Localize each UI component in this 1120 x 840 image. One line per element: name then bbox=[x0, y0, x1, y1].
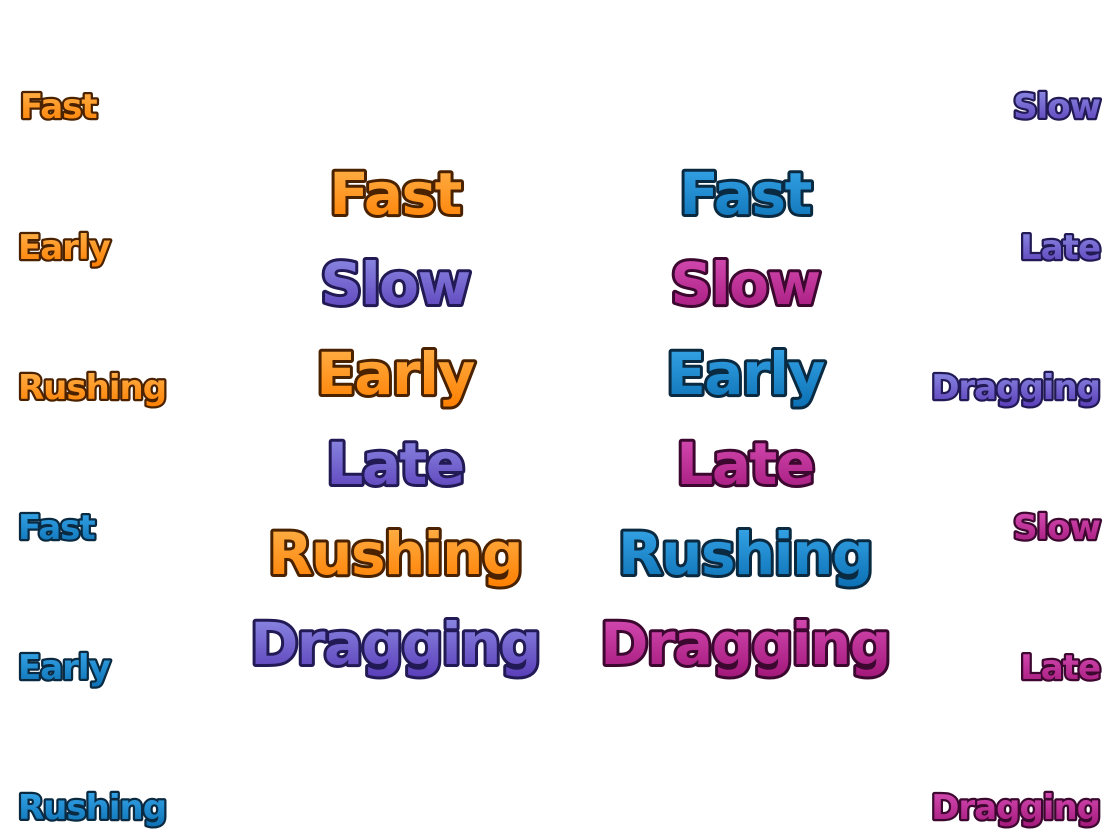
label-text: Fast bbox=[20, 87, 97, 127]
center-left-label-2: Slow bbox=[317, 247, 474, 321]
label-text: Dragging bbox=[931, 788, 1100, 828]
center-left-label-5: Rushing bbox=[265, 517, 526, 591]
right-label-5: Late bbox=[1018, 646, 1103, 691]
label-text: Late bbox=[1020, 228, 1100, 268]
label-text: Early bbox=[18, 228, 111, 268]
left-label-6: Rushing bbox=[16, 786, 170, 831]
left-label-4: Fast bbox=[16, 506, 99, 551]
label-text: Late bbox=[326, 430, 463, 498]
left-label-3: Rushing bbox=[16, 366, 170, 411]
label-text: Fast bbox=[18, 508, 95, 548]
center-left-label-3: Early bbox=[313, 337, 479, 411]
center-right-label-2: Slow bbox=[667, 247, 824, 321]
right-label-3: Dragging bbox=[929, 366, 1103, 411]
center-left-label-4: Late bbox=[323, 427, 468, 501]
label-text: Rushing bbox=[18, 788, 166, 828]
label-text: Early bbox=[18, 648, 111, 688]
center-right-label-1: Fast bbox=[676, 157, 816, 231]
label-text: Early bbox=[666, 340, 824, 408]
label-text: Dragging bbox=[600, 610, 890, 678]
center-right-label-4: Late bbox=[673, 427, 818, 501]
left-label-5: Early bbox=[16, 646, 114, 691]
center-right-label-5: Rushing bbox=[615, 517, 876, 591]
center-left-label-1: Fast bbox=[326, 157, 466, 231]
label-text: Rushing bbox=[18, 368, 166, 408]
center-right-label-3: Early bbox=[663, 337, 829, 411]
right-label-2: Late bbox=[1018, 226, 1103, 271]
center-right-label-6: Dragging bbox=[597, 607, 894, 681]
label-text: Dragging bbox=[250, 610, 540, 678]
left-label-2: Early bbox=[16, 226, 114, 271]
right-label-4: Slow bbox=[1011, 506, 1104, 551]
label-text: Rushing bbox=[618, 520, 872, 588]
label-text: Slow bbox=[1013, 508, 1101, 548]
label-text: Slow bbox=[1013, 87, 1101, 127]
label-text: Dragging bbox=[931, 368, 1100, 408]
center-left-label-6: Dragging bbox=[247, 607, 544, 681]
label-text: Late bbox=[676, 430, 813, 498]
label-text: Slow bbox=[670, 250, 819, 318]
label-text: Early bbox=[316, 340, 474, 408]
label-text: Fast bbox=[679, 160, 811, 228]
label-text: Slow bbox=[320, 250, 469, 318]
label-text: Rushing bbox=[268, 520, 522, 588]
left-label-1: Fast bbox=[18, 85, 101, 130]
right-label-6: Dragging bbox=[929, 786, 1103, 831]
label-text: Fast bbox=[329, 160, 461, 228]
right-label-1: Slow bbox=[1011, 85, 1104, 130]
label-text: Late bbox=[1020, 648, 1100, 688]
